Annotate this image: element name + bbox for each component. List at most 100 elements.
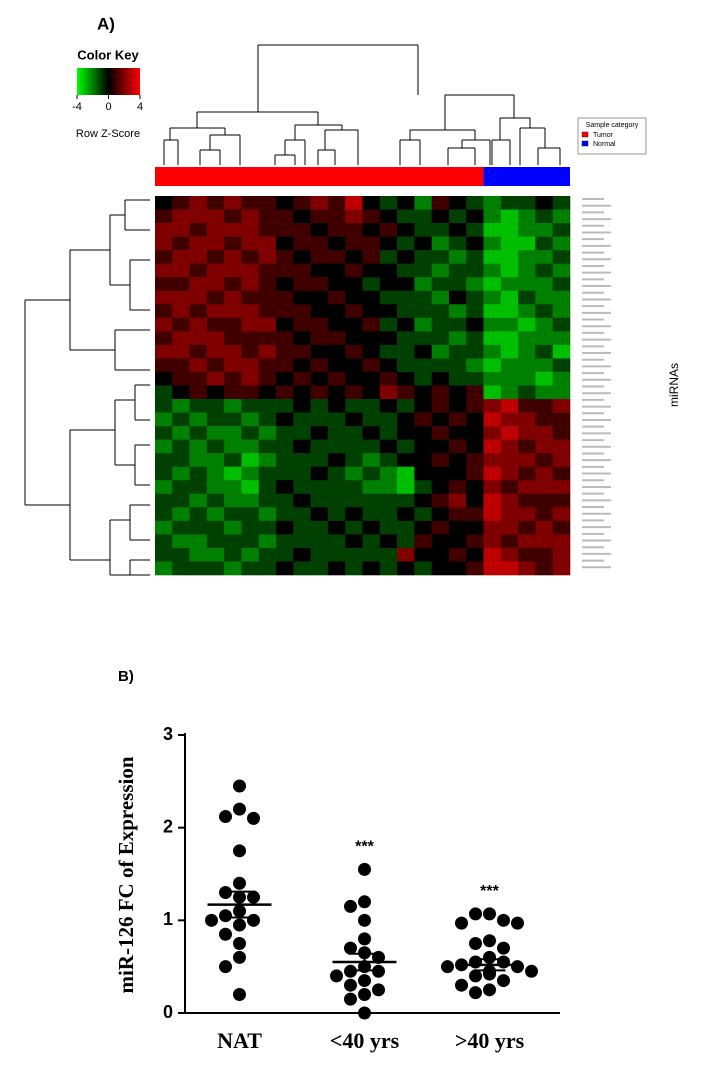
heatmap-cell [258, 507, 277, 522]
heatmap-cell [466, 209, 484, 224]
heatmap-cell [172, 196, 190, 210]
heatmap-cell [500, 561, 519, 576]
heatmap-cell [327, 331, 346, 346]
heatmap-cell [310, 547, 329, 562]
heatmap-cell [552, 331, 571, 346]
heatmap-cell [500, 547, 519, 562]
heatmap-cell [276, 317, 294, 332]
heatmap-cell [483, 358, 502, 373]
heatmap-cell [241, 358, 260, 373]
heatmap-cell [224, 493, 242, 508]
heatmap-cell [172, 561, 190, 576]
heatmap-cell [362, 385, 381, 400]
heatmap-cell [224, 290, 242, 305]
heatmap-cell [448, 412, 467, 427]
heatmap-cell [466, 399, 484, 413]
heatmap-cell [535, 426, 554, 440]
heatmap-cell [345, 507, 363, 522]
heatmap-cell [535, 507, 554, 522]
heatmap-cell [345, 290, 363, 305]
heatmap-cell [224, 277, 242, 292]
data-point [497, 955, 510, 969]
heatmap-cell [552, 561, 571, 576]
data-point [344, 899, 357, 913]
heatmap-cell [448, 493, 467, 508]
heatmap-cell [189, 223, 208, 237]
heatmap-cell [448, 263, 467, 278]
heatmap-cell [327, 209, 346, 224]
data-point [219, 810, 232, 824]
heatmap-cell [483, 466, 502, 481]
heatmap-cell [189, 412, 208, 427]
heatmap-cell [552, 263, 571, 278]
heatmap-cell [414, 426, 432, 440]
data-point [344, 941, 357, 955]
annotation: *** [355, 839, 374, 856]
heatmap-cell [276, 385, 294, 400]
heatmap-cell [172, 385, 190, 400]
heatmap-cell [518, 534, 536, 549]
heatmap-cell [397, 304, 415, 319]
heatmap-cell [310, 358, 329, 373]
heatmap-cell [362, 480, 381, 495]
heatmap-cell [397, 453, 415, 468]
heatmap-cell [155, 196, 173, 210]
heatmap-cell [155, 317, 173, 332]
data-point [455, 978, 468, 992]
heatmap-cell [327, 358, 346, 373]
y-label: miRNAs [667, 363, 681, 407]
sem-bar [473, 958, 506, 972]
data-point [247, 811, 260, 825]
heatmap-cell [206, 547, 225, 562]
heatmap-cell [518, 466, 536, 481]
heatmap-cell [241, 277, 260, 292]
heatmap-cell [155, 426, 173, 440]
heatmap-cell [500, 263, 519, 278]
heatmap-cell [483, 250, 502, 264]
heatmap-cell [224, 371, 242, 386]
heatmap-cell [483, 520, 502, 535]
heatmap-cell [276, 534, 294, 549]
heatmap-cell [431, 304, 450, 319]
heatmap-cell [535, 412, 554, 427]
heatmap-cell [172, 399, 190, 413]
panel-label: B) [118, 668, 134, 685]
heatmap-cell [379, 290, 398, 305]
heatmap-cell [189, 399, 208, 413]
heatmap-cell [414, 534, 432, 549]
heatmap-cell [535, 223, 554, 237]
y-tick-label: 3 [163, 724, 173, 744]
heatmap-cell [362, 331, 381, 346]
heatmap-cell [155, 399, 173, 413]
heatmap-cell [483, 344, 502, 359]
y-tick-label: 0 [163, 1002, 173, 1022]
heatmap-cell [535, 439, 554, 454]
heatmap-cell [414, 371, 432, 386]
heatmap-cell [276, 399, 294, 413]
heatmap-cell [276, 561, 294, 576]
heatmap-cell [189, 344, 208, 359]
heatmap-cell [500, 358, 519, 373]
heatmap-cell [362, 277, 381, 292]
heatmap-cell [397, 520, 415, 535]
heatmap-cell [552, 304, 571, 319]
heatmap-cell [310, 412, 329, 427]
data-point [205, 913, 218, 927]
heatmap-cell [500, 439, 519, 454]
data-point [344, 978, 357, 992]
heatmap-cell [258, 534, 277, 549]
heatmap-cell [345, 196, 363, 210]
heatmap-cell [224, 223, 242, 237]
heatmap-cell [345, 534, 363, 549]
heatmap-cell [189, 561, 208, 576]
heatmap-cell [362, 399, 381, 413]
row-names [582, 198, 611, 569]
heatmap-cell [397, 209, 415, 224]
heatmap-cell [466, 223, 484, 237]
data-point [358, 913, 371, 927]
heatmap-cell [397, 426, 415, 440]
heatmap-cell [206, 344, 225, 359]
heatmap-cell [552, 466, 571, 481]
heatmap-cell [241, 453, 260, 468]
heatmap-cell [552, 439, 571, 454]
